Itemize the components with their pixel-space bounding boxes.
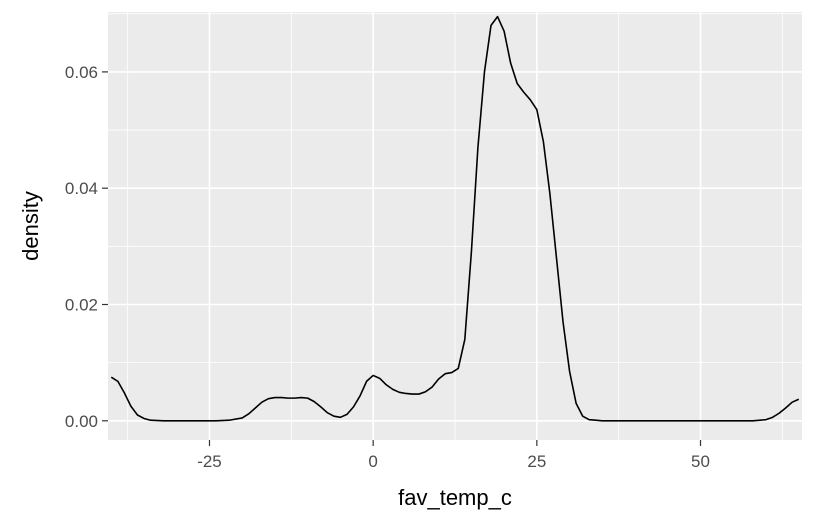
x-tick-label: 0 [368,452,377,471]
density-line [110,15,800,422]
x-tick-label: 50 [691,452,710,471]
y-axis-title: density [18,191,43,261]
x-axis-ticks: -25 0 25 50 [197,440,710,471]
x-axis-title: fav_temp_c [398,485,512,510]
y-tick-label: 0.04 [65,179,98,198]
y-tick-label: 0.00 [65,412,98,431]
x-tick-label: -25 [197,452,222,471]
y-tick-label: 0.06 [65,63,98,82]
y-axis-ticks: 0.00 0.02 0.04 0.06 [65,63,108,431]
x-tick-label: 25 [527,452,546,471]
y-tick-label: 0.02 [65,296,98,315]
minor-gridlines [108,12,802,440]
series-layer [110,15,800,422]
